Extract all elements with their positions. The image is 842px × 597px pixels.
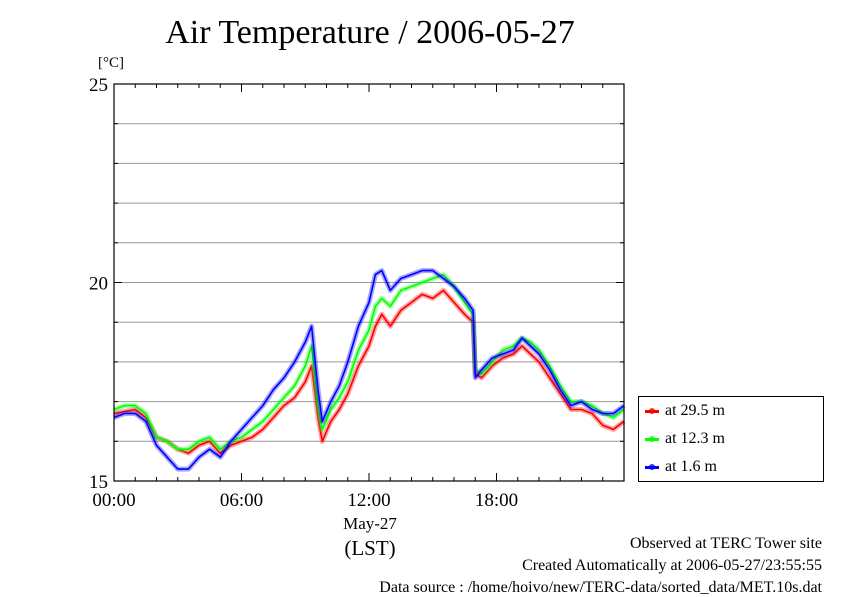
legend-label: at 12.3 m bbox=[665, 430, 725, 447]
series-line-0 bbox=[113, 289, 625, 454]
legend-label: at 1.6 m bbox=[665, 458, 717, 475]
y-tick-label: 15 bbox=[89, 472, 108, 493]
legend: at 29.5 m at 12.3 m at 1.6 m bbox=[638, 396, 824, 482]
legend-swatch-green bbox=[645, 435, 659, 442]
legend-swatch-red bbox=[645, 407, 659, 414]
legend-label: at 29.5 m bbox=[665, 402, 725, 419]
legend-item-12m: at 12.3 m bbox=[645, 429, 725, 449]
footer-site: Observed at TERC Tower site bbox=[629, 535, 822, 552]
x-tick-label: 12:00 bbox=[347, 490, 390, 511]
series-line-2 bbox=[113, 269, 625, 470]
x-tick-label: 06:00 bbox=[220, 490, 263, 511]
legend-item-29m: at 29.5 m bbox=[645, 401, 725, 421]
y-tick-label: 20 bbox=[89, 274, 108, 295]
series-halo-0 bbox=[113, 287, 626, 456]
legend-swatch-blue bbox=[645, 463, 659, 470]
chart-title: Air Temperature / 2006-05-27 bbox=[165, 14, 575, 51]
footer-created: Created Automatically at 2006-05-27/23:5… bbox=[522, 557, 822, 574]
series-line-1 bbox=[113, 273, 625, 450]
x-axis-date: May-27 bbox=[343, 514, 397, 533]
y-tick-label: 25 bbox=[89, 75, 108, 96]
x-tick-label: 18:00 bbox=[475, 490, 518, 511]
x-axis-label: (LST) bbox=[344, 536, 396, 560]
legend-item-1m: at 1.6 m bbox=[645, 457, 717, 477]
y-axis-unit: [°C] bbox=[98, 55, 124, 71]
footer-source: Data source : /home/hoivo/new/TERC-data/… bbox=[379, 579, 822, 596]
x-tick-label: 00:00 bbox=[92, 490, 135, 511]
